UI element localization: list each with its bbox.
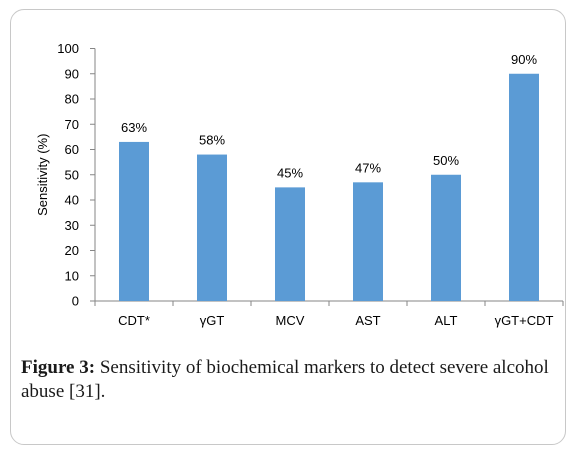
- bar: [431, 174, 461, 301]
- caption-text: Sensitivity of biochemical markers to de…: [21, 357, 549, 402]
- caption-lead: Figure 3:: [21, 357, 96, 378]
- y-tick-label: 80: [65, 92, 79, 107]
- x-tick-label: CDT*: [118, 313, 150, 328]
- data-labels: 63% 58% 45% 47% 50% 90%: [121, 52, 537, 181]
- bar: [353, 182, 383, 301]
- y-axis-title: Sensitivity (%): [35, 134, 50, 216]
- y-tick-label: 100: [57, 41, 79, 56]
- x-tick-label: γGT: [200, 313, 225, 328]
- bar: [197, 154, 227, 301]
- bar-data-label: 47%: [355, 160, 381, 175]
- y-axis: 0 10 20 30 40 50 60 70 80 90 100: [57, 41, 96, 309]
- bar-data-label: 45%: [277, 165, 303, 180]
- y-tick-label: 30: [65, 218, 79, 233]
- bar: [275, 187, 305, 301]
- y-tick-label: 20: [65, 243, 79, 258]
- y-tick-label: 0: [72, 294, 79, 309]
- x-tick-label: ALT: [435, 313, 458, 328]
- bar-data-label: 63%: [121, 120, 147, 135]
- x-tick-label: MCV: [276, 313, 305, 328]
- bar-chart: 0 10 20 30 40 50 60 70 80 90 100 CDT* γGT MCV AST ALT γ…: [35, 41, 564, 328]
- y-tick-label: 60: [65, 142, 79, 157]
- x-tick-label: AST: [355, 313, 380, 328]
- bar-data-label: 50%: [433, 153, 459, 168]
- bar: [509, 73, 539, 301]
- y-tick-label: 10: [65, 268, 79, 283]
- x-tick-label: γGT+CDT: [495, 313, 554, 328]
- bar-data-label: 90%: [511, 52, 537, 67]
- y-tick-label: 50: [65, 167, 79, 182]
- y-tick-label: 70: [65, 117, 79, 132]
- bar-data-label: 58%: [199, 133, 225, 148]
- y-tick-label: 40: [65, 193, 79, 208]
- bar: [119, 141, 149, 301]
- x-axis: CDT* γGT MCV AST ALT γGT+CDT: [94, 300, 564, 328]
- bars: [119, 73, 539, 301]
- figure-caption: Figure 3: Sensitivity of biochemical mar…: [21, 356, 561, 404]
- y-tick-label: 90: [65, 66, 79, 81]
